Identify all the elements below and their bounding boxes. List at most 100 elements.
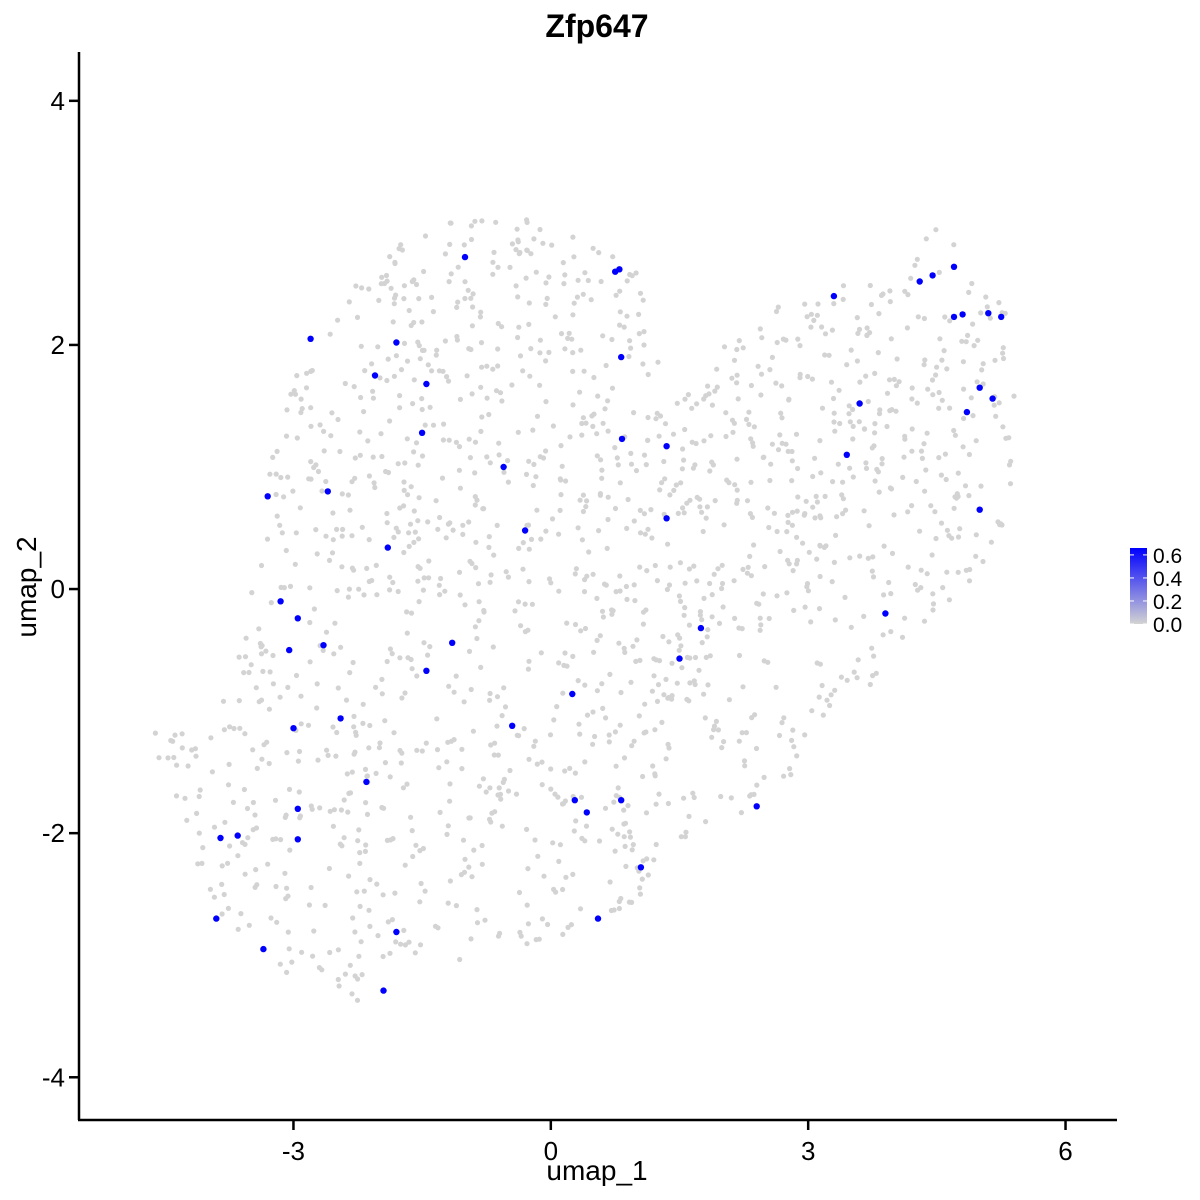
- cell-point: [211, 894, 217, 900]
- cell-point: [399, 695, 405, 701]
- cell-point: [292, 561, 298, 567]
- cell-point: [416, 599, 422, 605]
- cell-point: [357, 452, 363, 458]
- cell-point: [502, 704, 509, 710]
- cell-point: [623, 583, 630, 590]
- cell-point: [414, 673, 420, 679]
- cell-point: [413, 842, 419, 848]
- cell-point: [723, 433, 729, 440]
- cell-point: [358, 343, 364, 349]
- cell-point: [928, 503, 934, 509]
- expressing-cell-point: [583, 809, 590, 816]
- cell-point: [832, 428, 838, 434]
- cell-point: [590, 741, 596, 747]
- cell-point: [640, 773, 646, 780]
- expressing-cell-point: [663, 515, 670, 522]
- cell-point: [582, 759, 588, 765]
- cell-point: [370, 454, 376, 460]
- cell-point: [274, 513, 280, 519]
- cell-point: [225, 860, 231, 866]
- cell-point: [819, 682, 825, 689]
- cell-point: [472, 502, 478, 508]
- cell-point: [872, 370, 878, 376]
- cell-point: [748, 573, 755, 579]
- cell-point: [794, 557, 801, 564]
- cell-point: [421, 575, 427, 581]
- expressing-cell-point: [307, 335, 314, 342]
- cell-point: [709, 614, 715, 620]
- cell-point: [789, 458, 795, 464]
- cell-point: [827, 702, 833, 709]
- cell-point: [828, 692, 834, 698]
- cell-point: [444, 831, 450, 838]
- cell-point: [588, 297, 594, 303]
- cell-point: [582, 625, 589, 632]
- cell-point: [1006, 435, 1012, 441]
- cell-point: [395, 529, 401, 535]
- cell-point: [448, 271, 454, 277]
- cell-point: [603, 362, 609, 369]
- cell-point: [325, 752, 331, 759]
- cell-point: [447, 798, 453, 804]
- cell-point: [222, 819, 228, 825]
- cell-point: [221, 891, 227, 898]
- cell-point: [199, 860, 205, 867]
- cell-point: [392, 890, 398, 896]
- cell-point: [809, 708, 815, 714]
- cell-point: [628, 679, 634, 685]
- cell-point: [273, 883, 279, 890]
- cell-point: [922, 357, 928, 363]
- cell-point: [889, 550, 896, 557]
- cell-point: [578, 347, 584, 353]
- cell-point: [253, 685, 259, 691]
- cell-point: [377, 375, 383, 381]
- cell-point: [789, 522, 796, 528]
- cell-point: [602, 805, 609, 811]
- cell-point: [645, 414, 651, 421]
- cell-point: [1007, 481, 1014, 487]
- cell-point: [747, 553, 753, 560]
- cell-point: [284, 969, 290, 976]
- cell-point: [602, 406, 608, 412]
- cell-point: [390, 579, 396, 586]
- cell-point: [321, 448, 327, 454]
- cell-point: [816, 606, 823, 612]
- cell-point: [421, 268, 427, 275]
- cell-point: [524, 941, 530, 947]
- cell-point: [881, 592, 887, 598]
- cell-point: [479, 861, 485, 867]
- cell-point: [678, 643, 684, 649]
- cell-point: [721, 344, 728, 350]
- cell-point: [930, 607, 936, 613]
- cell-point: [726, 480, 732, 486]
- expressing-cell-point: [950, 313, 958, 321]
- cell-point: [556, 858, 562, 865]
- cell-point: [572, 770, 579, 776]
- cell-point: [719, 580, 726, 587]
- cell-point: [323, 629, 330, 635]
- cell-point: [761, 774, 767, 781]
- cell-point: [942, 314, 948, 320]
- cell-point: [662, 421, 669, 427]
- cell-point: [208, 735, 214, 741]
- cell-point: [785, 448, 791, 454]
- cell-point: [578, 794, 585, 800]
- expressing-cell-point: [290, 725, 297, 732]
- cell-point: [921, 315, 928, 322]
- cell-point: [726, 697, 733, 703]
- cell-point: [687, 680, 693, 686]
- cell-point: [612, 848, 618, 854]
- cell-point: [335, 947, 341, 953]
- cell-point: [643, 462, 649, 468]
- cell-point: [643, 810, 650, 816]
- cell-point: [933, 227, 939, 233]
- cell-point: [909, 448, 915, 454]
- cell-point: [909, 396, 915, 402]
- cell-point: [416, 536, 422, 542]
- cell-point: [417, 848, 423, 854]
- cell-point: [577, 906, 584, 912]
- x-tick-label: -3: [282, 1136, 305, 1166]
- cell-point: [382, 760, 388, 766]
- cell-point: [361, 888, 367, 894]
